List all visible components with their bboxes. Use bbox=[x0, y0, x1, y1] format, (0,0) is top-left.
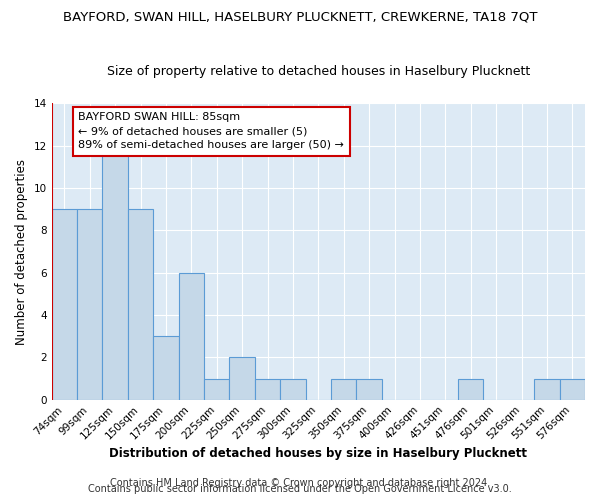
Bar bbox=[331, 378, 356, 400]
Text: BAYFORD SWAN HILL: 85sqm
← 9% of detached houses are smaller (5)
89% of semi-det: BAYFORD SWAN HILL: 85sqm ← 9% of detache… bbox=[79, 112, 344, 150]
Y-axis label: Number of detached properties: Number of detached properties bbox=[15, 158, 28, 344]
Text: Contains HM Land Registry data © Crown copyright and database right 2024.: Contains HM Land Registry data © Crown c… bbox=[110, 478, 490, 488]
Title: Size of property relative to detached houses in Haselbury Plucknett: Size of property relative to detached ho… bbox=[107, 66, 530, 78]
Bar bbox=[356, 378, 382, 400]
Bar bbox=[128, 209, 153, 400]
Bar bbox=[52, 209, 77, 400]
Bar bbox=[77, 209, 103, 400]
Bar bbox=[153, 336, 179, 400]
X-axis label: Distribution of detached houses by size in Haselbury Plucknett: Distribution of detached houses by size … bbox=[109, 447, 527, 460]
Bar bbox=[255, 378, 280, 400]
Text: BAYFORD, SWAN HILL, HASELBURY PLUCKNETT, CREWKERNE, TA18 7QT: BAYFORD, SWAN HILL, HASELBURY PLUCKNETT,… bbox=[63, 10, 537, 23]
Bar bbox=[280, 378, 305, 400]
Text: Contains public sector information licensed under the Open Government Licence v3: Contains public sector information licen… bbox=[88, 484, 512, 494]
Bar bbox=[534, 378, 560, 400]
Bar bbox=[204, 378, 229, 400]
Bar bbox=[229, 358, 255, 400]
Bar bbox=[103, 146, 128, 400]
Bar bbox=[179, 272, 204, 400]
Bar bbox=[458, 378, 484, 400]
Bar bbox=[560, 378, 585, 400]
